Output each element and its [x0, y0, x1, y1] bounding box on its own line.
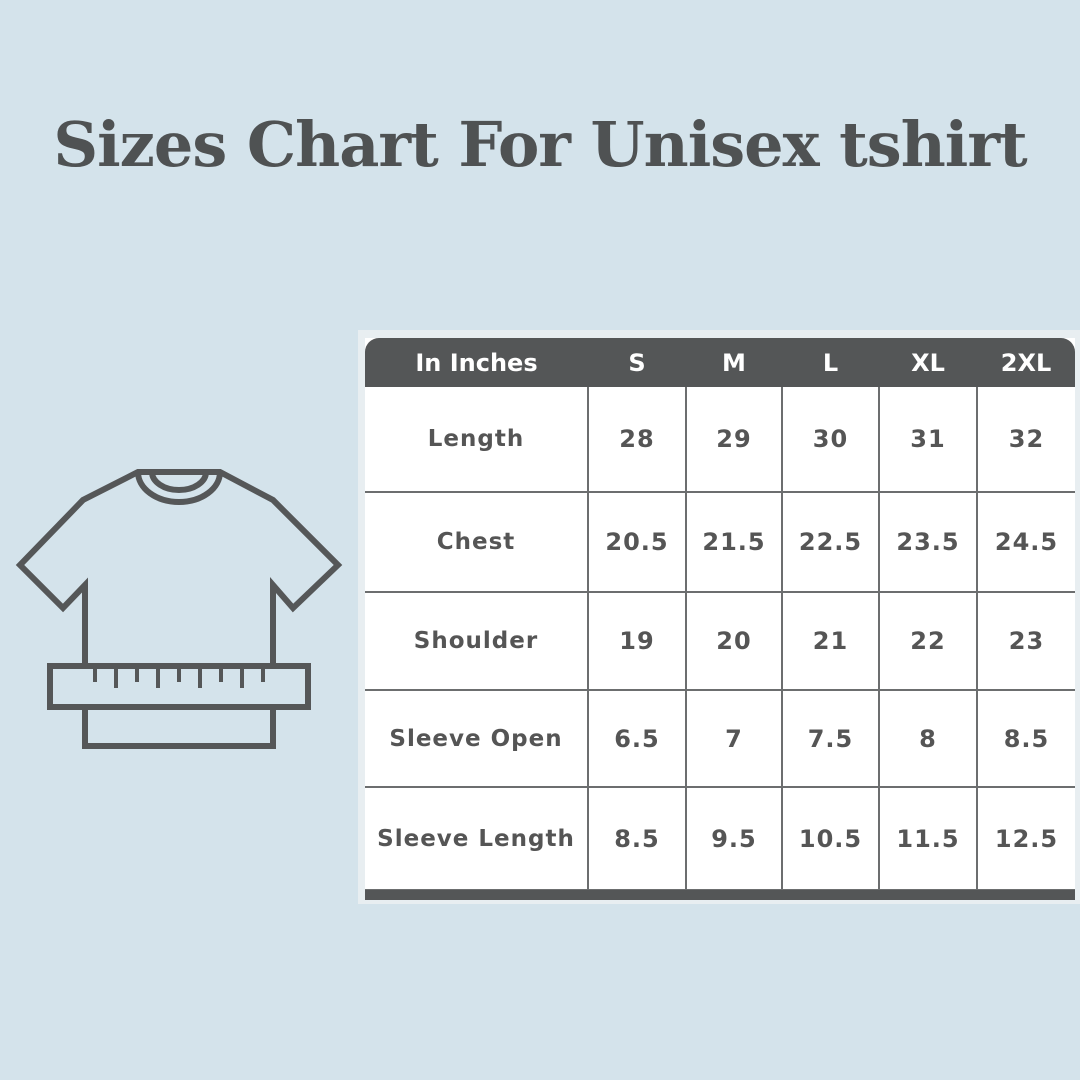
size-table: In Inches S M L XL 2XL Length 28 29 30 31 32 Chest 2…: [365, 338, 1075, 891]
table-row: Shoulder 19 20 21 22 23: [365, 592, 1075, 691]
table-row: Sleeve Length 8.5 9.5 10.5 11.5 12.5: [365, 787, 1075, 891]
size-value-cell: 23.5: [879, 492, 978, 593]
size-value-cell: 22.5: [782, 492, 880, 593]
size-value-cell: 8.5: [977, 690, 1075, 788]
size-value-cell: 20.5: [588, 492, 687, 593]
size-value-cell: 23: [977, 592, 1075, 691]
size-value-cell: 19: [588, 592, 687, 691]
size-value-cell: 22: [879, 592, 978, 691]
page-title: Sizes Chart For Unisex tshirt: [53, 108, 1027, 181]
row-label: Chest: [365, 492, 589, 593]
row-label: Sleeve Open: [365, 690, 589, 788]
row-label: Sleeve Length: [365, 787, 589, 891]
size-value-cell: 20: [686, 592, 783, 691]
table-row: Chest 20.5 21.5 22.5 23.5 24.5: [365, 492, 1075, 593]
size-value-cell: 8: [879, 690, 978, 788]
header-size-m: M: [686, 338, 782, 387]
size-value-cell: 12.5: [977, 787, 1075, 891]
row-label: Shoulder: [365, 592, 589, 691]
size-value-cell: 10.5: [782, 787, 880, 891]
size-table-container: In Inches S M L XL 2XL Length 28 29 30 31 32 Chest 2…: [358, 330, 1080, 904]
size-value-cell: 11.5: [879, 787, 978, 891]
size-value-cell: 30: [782, 387, 880, 493]
header-size-2xl: 2XL: [977, 338, 1075, 387]
size-value-cell: 31: [879, 387, 978, 493]
row-label: Length: [365, 387, 589, 493]
table-bottom-bar: [365, 890, 1075, 900]
size-value-cell: 7.5: [782, 690, 880, 788]
size-value-cell: 28: [588, 387, 687, 493]
size-value-cell: 9.5: [686, 787, 783, 891]
size-value-cell: 7: [686, 690, 783, 788]
header-size-s: S: [588, 338, 686, 387]
size-value-cell: 21: [782, 592, 880, 691]
size-value-cell: 32: [977, 387, 1075, 493]
header-unit-label: In Inches: [365, 338, 588, 387]
header-row: In Inches S M L XL 2XL: [365, 338, 1075, 387]
size-value-cell: 6.5: [588, 690, 687, 788]
size-value-cell: 29: [686, 387, 783, 493]
table-row: Length 28 29 30 31 32: [365, 387, 1075, 493]
table-row: Sleeve Open 6.5 7 7.5 8 8.5: [365, 690, 1075, 788]
size-value-cell: 8.5: [588, 787, 687, 891]
size-value-cell: 21.5: [686, 492, 783, 593]
header-size-l: L: [782, 338, 879, 387]
tshirt-measuring-tape-icon: [15, 469, 343, 749]
header-size-xl: XL: [879, 338, 977, 387]
size-value-cell: 24.5: [977, 492, 1075, 593]
